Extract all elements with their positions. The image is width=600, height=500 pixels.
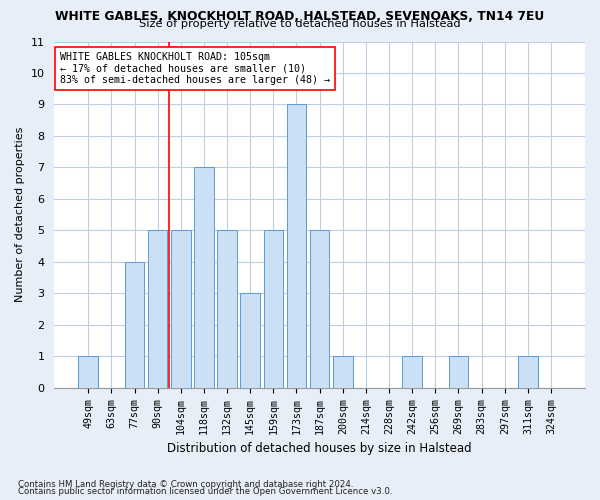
Bar — [333, 356, 353, 388]
Bar — [403, 356, 422, 388]
Bar — [217, 230, 237, 388]
Text: WHITE GABLES KNOCKHOLT ROAD: 105sqm
← 17% of detached houses are smaller (10)
83: WHITE GABLES KNOCKHOLT ROAD: 105sqm ← 17… — [59, 52, 329, 85]
Y-axis label: Number of detached properties: Number of detached properties — [15, 127, 25, 302]
X-axis label: Distribution of detached houses by size in Halstead: Distribution of detached houses by size … — [167, 442, 472, 455]
Bar — [449, 356, 469, 388]
Bar — [194, 168, 214, 388]
Bar — [241, 294, 260, 388]
Bar — [518, 356, 538, 388]
Bar — [148, 230, 167, 388]
Text: Contains HM Land Registry data © Crown copyright and database right 2024.: Contains HM Land Registry data © Crown c… — [18, 480, 353, 489]
Bar — [310, 230, 329, 388]
Bar — [79, 356, 98, 388]
Text: Contains public sector information licensed under the Open Government Licence v3: Contains public sector information licen… — [18, 487, 392, 496]
Bar — [287, 104, 307, 388]
Text: Size of property relative to detached houses in Halstead: Size of property relative to detached ho… — [139, 19, 461, 29]
Bar — [263, 230, 283, 388]
Bar — [125, 262, 145, 388]
Bar — [171, 230, 191, 388]
Text: WHITE GABLES, KNOCKHOLT ROAD, HALSTEAD, SEVENOAKS, TN14 7EU: WHITE GABLES, KNOCKHOLT ROAD, HALSTEAD, … — [55, 10, 545, 23]
